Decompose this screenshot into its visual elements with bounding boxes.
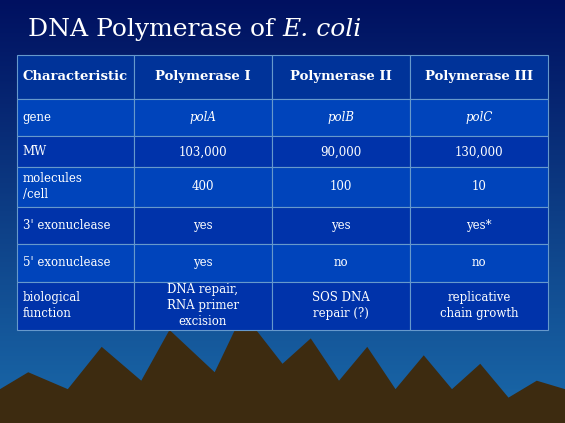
Bar (272, 136, 410, 167)
Text: 130,000: 130,000 (455, 145, 503, 158)
Bar (17, 136, 134, 167)
Text: 90,000: 90,000 (320, 145, 362, 158)
Bar (17, 99, 134, 136)
Text: yes: yes (331, 219, 351, 232)
Text: biological
function: biological function (23, 291, 81, 320)
Text: Characteristic: Characteristic (23, 71, 128, 83)
Bar (134, 99, 272, 136)
Text: DNA repair,
RNA primer
excision: DNA repair, RNA primer excision (167, 283, 239, 328)
Text: Polymerase III: Polymerase III (425, 71, 533, 83)
Text: molecules
/cell: molecules /cell (23, 173, 82, 201)
Bar (410, 99, 548, 136)
Bar (410, 55, 548, 99)
Text: 400: 400 (192, 181, 214, 193)
Text: SOS DNA
repair (?): SOS DNA repair (?) (312, 291, 370, 320)
Text: yes: yes (193, 256, 212, 269)
Bar (272, 99, 410, 136)
Text: MW: MW (23, 145, 47, 158)
Text: polC: polC (466, 111, 493, 124)
Bar (17, 207, 134, 244)
Text: no: no (333, 256, 348, 269)
Text: DNA Polymerase of: DNA Polymerase of (28, 18, 282, 41)
Bar (134, 136, 272, 167)
Bar (410, 244, 548, 282)
Bar (272, 282, 410, 330)
Text: 3' exonuclease: 3' exonuclease (23, 219, 110, 232)
Bar (134, 207, 272, 244)
Bar (134, 167, 272, 207)
Text: polB: polB (328, 111, 354, 124)
Bar (272, 55, 410, 99)
Bar (17, 244, 134, 282)
Bar (272, 207, 410, 244)
Bar (410, 207, 548, 244)
Bar (272, 244, 410, 282)
Text: replicative
chain growth: replicative chain growth (440, 291, 518, 320)
Bar (134, 282, 272, 330)
Bar (272, 167, 410, 207)
Text: E. coli: E. coli (282, 18, 362, 41)
Text: gene: gene (23, 111, 51, 124)
Bar (410, 282, 548, 330)
Text: yes*: yes* (466, 219, 492, 232)
Polygon shape (0, 313, 565, 423)
Text: 103,000: 103,000 (179, 145, 227, 158)
Text: 100: 100 (330, 181, 352, 193)
Bar (17, 167, 134, 207)
Text: Polymerase I: Polymerase I (155, 71, 251, 83)
Text: Polymerase II: Polymerase II (290, 71, 392, 83)
Bar (17, 55, 134, 99)
Text: polA: polA (189, 111, 216, 124)
Text: yes: yes (193, 219, 212, 232)
Text: 5' exonuclease: 5' exonuclease (23, 256, 110, 269)
Text: no: no (472, 256, 486, 269)
Bar (410, 136, 548, 167)
Bar (134, 244, 272, 282)
Text: 10: 10 (472, 181, 486, 193)
Bar (134, 55, 272, 99)
Bar (17, 282, 134, 330)
Polygon shape (0, 398, 565, 423)
Bar (410, 167, 548, 207)
